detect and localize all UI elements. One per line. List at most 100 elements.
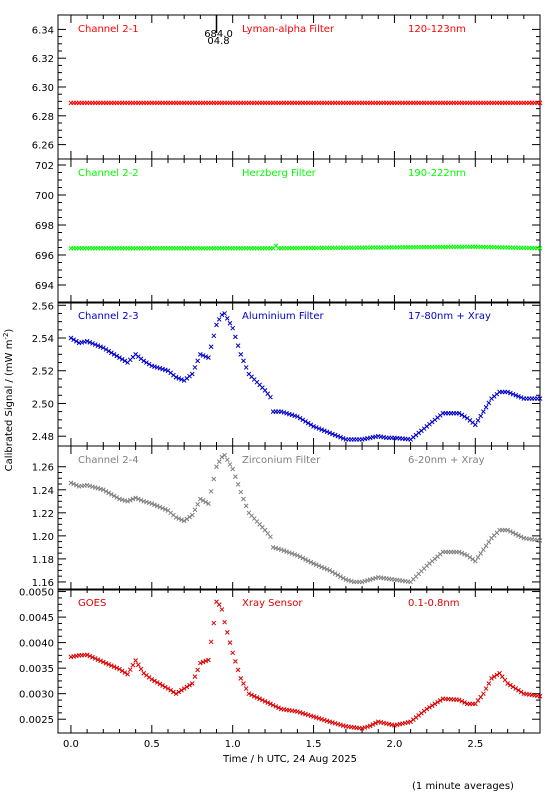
- data-point: [284, 549, 289, 554]
- data-point: [303, 711, 308, 717]
- panel-frame: [57, 588, 541, 734]
- y-axis-label-text: Calibrated Signal / (mW m: [4, 340, 15, 472]
- data-point: [211, 620, 217, 626]
- y-axis-label-close: ): [4, 329, 15, 333]
- data-point: [122, 670, 128, 675]
- data-point: [168, 687, 174, 693]
- data-point: [330, 431, 335, 437]
- data-point: [456, 549, 462, 555]
- data-point: [214, 464, 219, 470]
- data-point: [313, 425, 319, 430]
- data-point: [219, 312, 225, 318]
- data-point: [370, 722, 376, 727]
- data-point: [432, 701, 438, 707]
- data-point: [295, 414, 300, 419]
- panel-frame: [57, 445, 541, 591]
- data-point: [481, 409, 486, 414]
- data-point: [200, 659, 206, 665]
- y-tick-label: 0.0025: [19, 715, 54, 726]
- data-point: [152, 502, 157, 508]
- data-point: [308, 559, 314, 565]
- data-point: [289, 551, 295, 556]
- data-point: [338, 574, 343, 579]
- data-point: [100, 345, 106, 351]
- data-point: [459, 698, 465, 704]
- data-point: [122, 358, 128, 364]
- data-point: [222, 452, 227, 458]
- data-point: [184, 516, 190, 522]
- data-point: [249, 692, 254, 698]
- data-point: [111, 352, 117, 357]
- data-point: [424, 706, 430, 712]
- data-point: [92, 485, 98, 490]
- data-point: [330, 569, 335, 575]
- data-point: [179, 687, 184, 693]
- data-point: [367, 577, 373, 582]
- data-point: [95, 485, 101, 491]
- time-marker-label-bottom: 04.8: [207, 36, 229, 47]
- averaging-footnote: (1 minute averages): [412, 781, 514, 792]
- channel-label: Channel 2-2: [78, 168, 139, 179]
- data-series: [68, 100, 543, 106]
- data-point: [491, 674, 497, 680]
- data-point: [189, 512, 195, 518]
- data-point: [144, 499, 149, 505]
- data-point: [203, 354, 209, 359]
- data-point: [359, 726, 365, 731]
- data-point: [146, 500, 152, 506]
- data-point: [332, 720, 338, 726]
- data-point: [303, 419, 308, 424]
- data-point: [157, 504, 163, 510]
- data-point: [478, 694, 484, 700]
- data-point: [489, 676, 494, 681]
- data-point: [144, 360, 149, 365]
- data-point: [268, 394, 273, 400]
- data-point: [507, 390, 513, 396]
- data-point: [130, 496, 136, 502]
- y-tick-label: 6.30: [32, 83, 54, 94]
- data-point: [243, 686, 249, 691]
- data-point: [265, 391, 271, 397]
- data-point: [332, 571, 338, 576]
- data-point: [276, 546, 281, 552]
- data-point: [292, 413, 298, 419]
- data-point: [206, 501, 211, 506]
- data-point: [238, 352, 244, 357]
- data-point: [195, 358, 200, 364]
- data-point: [187, 514, 192, 520]
- data-point: [459, 550, 465, 556]
- data-point: [189, 371, 195, 377]
- panel-1: 6.26 6.28 6.30 6.32 6.34 Channel 2-1 Lyman-alp…: [32, 14, 543, 160]
- y-tick-label: 6.32: [32, 54, 54, 65]
- data-point: [292, 552, 298, 557]
- y-tick-label: 1.16: [32, 578, 54, 589]
- channel-label: Channel 2-1: [78, 24, 139, 35]
- data-point: [505, 389, 511, 395]
- data-point: [362, 578, 368, 584]
- data-point: [270, 702, 276, 708]
- x-tick-label: 0.0: [63, 739, 79, 750]
- x-tick-label: 1.5: [306, 739, 322, 750]
- y-axis-label: Calibrated Signal / (mW m-2): [2, 329, 15, 472]
- data-point: [117, 666, 122, 672]
- data-point: [297, 710, 303, 715]
- data-point: [295, 709, 300, 714]
- channel-label: GOES: [78, 598, 106, 609]
- data-point: [510, 530, 516, 536]
- y-tick-label: 2.50: [32, 399, 54, 410]
- data-point: [230, 466, 236, 472]
- panel-frame: [57, 14, 541, 160]
- data-point: [216, 459, 222, 464]
- data-point: [138, 497, 144, 503]
- data-point: [162, 367, 168, 373]
- data-point: [319, 564, 324, 570]
- data-point: [510, 391, 516, 397]
- data-point: [219, 454, 225, 460]
- y-tick-label: 1.20: [32, 532, 54, 543]
- data-point: [505, 527, 511, 533]
- data-point: [214, 322, 219, 328]
- data-point: [192, 507, 198, 513]
- data-point: [216, 317, 222, 322]
- data-point: [456, 697, 462, 703]
- y-tick-label: 0.0035: [19, 664, 54, 675]
